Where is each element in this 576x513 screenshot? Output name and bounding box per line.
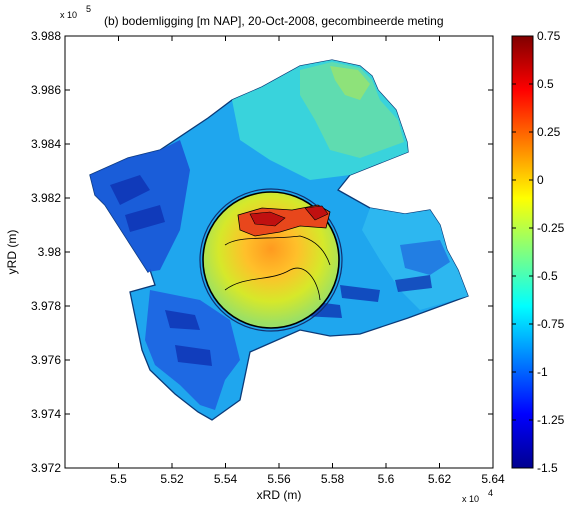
x-tick-label: 5.62 bbox=[428, 472, 452, 486]
circle-contour-2 bbox=[224, 267, 321, 301]
x-tick-label: 5.64 bbox=[481, 472, 505, 486]
colorbar-tick-label: -1.5 bbox=[537, 461, 558, 475]
colorbar-tick-label: -0.5 bbox=[537, 269, 558, 283]
x-tick-label: 5.56 bbox=[267, 472, 291, 486]
chart-title-group: x 10 5 (b) bodemligging [m NAP], 20-Oct-… bbox=[60, 4, 444, 28]
y-tick-label: 3.976 bbox=[31, 353, 61, 367]
x-axis-ticks: 5.5 5.52 5.54 5.56 5.58 5.6 5.62 5.64 bbox=[110, 36, 505, 486]
y-tick-label: 3.988 bbox=[31, 29, 61, 43]
x-tick-label: 5.52 bbox=[160, 472, 184, 486]
circle-darkred-core-2 bbox=[304, 205, 329, 221]
colorbar bbox=[511, 35, 534, 469]
x-tick-label: 5.5 bbox=[110, 472, 127, 486]
y-axis-label: yRD (m) bbox=[5, 230, 19, 275]
colorbar-ticks: 0.75 0.5 0.25 0 -0.25 -0.5 -0.75 -1 -1.25 -1.5 bbox=[512, 29, 565, 475]
colorbar-tick-label: 0 bbox=[537, 173, 544, 187]
colorbar-tick-label: -1.25 bbox=[537, 413, 565, 427]
y-tick-label: 3.984 bbox=[31, 137, 61, 151]
right-lobe-dark-streaks bbox=[400, 240, 450, 275]
left-deep-region bbox=[90, 140, 190, 272]
y-tick-label: 3.982 bbox=[31, 191, 61, 205]
y-exponent-power: 5 bbox=[86, 4, 91, 14]
circle-darkred-core bbox=[249, 211, 286, 227]
x-exponent-power: 4 bbox=[488, 488, 493, 498]
upper-right-green-patch bbox=[300, 62, 404, 158]
upper-right-yellowgreen-patch bbox=[330, 66, 370, 100]
colorbar-tick-label: 0.5 bbox=[537, 77, 554, 91]
x-tick-label: 5.58 bbox=[321, 472, 345, 486]
colorbar-tick-label: -1 bbox=[537, 365, 548, 379]
y-tick-label: 3.974 bbox=[31, 407, 61, 421]
y-tick-label: 3.978 bbox=[31, 299, 61, 313]
colorbar-tick-label: -0.75 bbox=[537, 317, 565, 331]
colorbar-tick-label: 0.25 bbox=[537, 125, 561, 139]
y-axis-ticks: 3.972 3.974 3.976 3.978 3.98 3.982 3.984 3.986 3… bbox=[31, 29, 493, 475]
colorbar-tick-label: 0.75 bbox=[537, 29, 561, 43]
y-tick-label: 3.972 bbox=[31, 461, 61, 475]
x-exponent-group: x 10 4 bbox=[462, 488, 493, 504]
chart-title: (b) bodemligging [m NAP], 20-Oct-2008, g… bbox=[104, 14, 444, 28]
y-exponent-base: x 10 bbox=[60, 10, 77, 20]
bathymetry-field bbox=[89, 59, 469, 421]
y-tick-label: 3.98 bbox=[38, 245, 62, 259]
y-tick-label: 3.986 bbox=[31, 83, 61, 97]
x-exponent-base: x 10 bbox=[462, 494, 479, 504]
raised-circle-ring bbox=[199, 188, 343, 332]
colorbar-tick-label: -0.25 bbox=[537, 221, 565, 235]
x-tick-label: 5.54 bbox=[214, 472, 238, 486]
x-tick-label: 5.6 bbox=[378, 472, 395, 486]
circle-contour-1 bbox=[224, 235, 331, 266]
x-axis-label: xRD (m) bbox=[257, 488, 302, 502]
